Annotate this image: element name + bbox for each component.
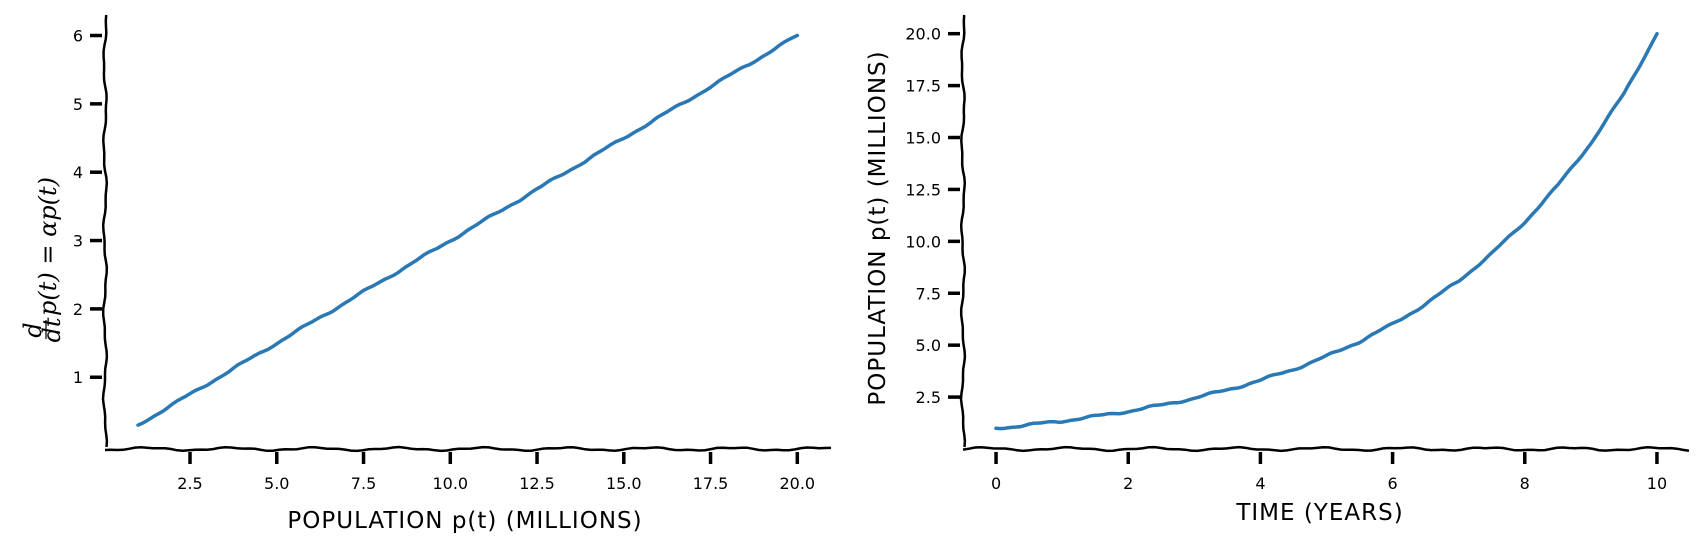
y-tick-label: 7.5	[916, 284, 941, 303]
x-tick-label: 10.0	[432, 474, 468, 493]
x-tick-label: 5.0	[264, 474, 289, 493]
y-tick-label: 10.0	[905, 232, 941, 251]
chart-0-y-label-denominator: dt	[38, 317, 66, 342]
y-tick-label: 5.0	[916, 336, 941, 355]
y-tick-label: 5	[73, 95, 83, 114]
chart-population-vs-time: 0 2 4 6 8 10 2.5 5.0 7.5 10.0 12.5 15.0 17.5 20.0 TIM…	[865, 14, 1690, 526]
x-tick-label: 0	[991, 474, 1001, 493]
chart-growth-rate-vs-population: 2.5 5.0 7.5 10.0 12.5 15.0 17.5 20.0 1 2 3 4 5 6 POPU…	[19, 14, 832, 534]
x-tick-label: 4	[1255, 474, 1265, 493]
chart-1-x-axis	[962, 445, 1690, 453]
y-tick-label: 15.0	[905, 129, 941, 148]
x-tick-label: 7.5	[351, 474, 376, 493]
y-tick-label: 20.0	[905, 25, 941, 44]
y-tick-label: 2	[73, 300, 83, 319]
y-tick-label: 2.5	[916, 388, 941, 407]
chart-0-ticks: 2.5 5.0 7.5 10.0 12.5 15.0 17.5 20.0 1 2 3 4 5 6	[73, 27, 815, 493]
y-tick-label: 3	[73, 232, 83, 251]
x-tick-label: 17.5	[693, 474, 729, 493]
x-tick-label: 6	[1387, 474, 1397, 493]
chart-1-y-axis	[959, 14, 967, 448]
chart-1-x-axis-label: TIME (YEARS)	[1235, 500, 1403, 526]
chart-0-y-label-numerator: d	[19, 322, 47, 337]
x-tick-label: 15.0	[606, 474, 642, 493]
chart-0-y-axis-label: d dt p(t) = αp(t)	[19, 177, 66, 343]
chart-0-x-axis	[104, 445, 832, 453]
chart-1-ticks: 0 2 4 6 8 10 2.5 5.0 7.5 10.0 12.5 15.0 17.5 20.0	[905, 25, 1667, 493]
x-tick-label: 2	[1123, 474, 1133, 493]
x-tick-label: 2.5	[177, 474, 202, 493]
chart-0-y-axis	[101, 14, 109, 448]
x-tick-label: 20.0	[779, 474, 815, 493]
y-tick-label: 12.5	[905, 180, 941, 199]
y-tick-label: 6	[73, 27, 83, 46]
chart-1-series-line	[994, 31, 1659, 431]
chart-0-x-axis-label: POPULATION p(t) (MILLIONS)	[287, 508, 642, 534]
chart-0-series-line	[136, 33, 800, 427]
y-tick-label: 17.5	[905, 77, 941, 96]
y-tick-label: 4	[73, 163, 83, 182]
x-tick-label: 10	[1647, 474, 1667, 493]
x-tick-label: 8	[1520, 474, 1530, 493]
chart-0-y-label-expression: p(t) = αp(t)	[34, 177, 62, 316]
chart-1-y-axis-label: POPULATION p(t) (MILLIONS)	[865, 50, 891, 405]
x-tick-label: 12.5	[519, 474, 555, 493]
y-tick-label: 1	[73, 368, 83, 387]
